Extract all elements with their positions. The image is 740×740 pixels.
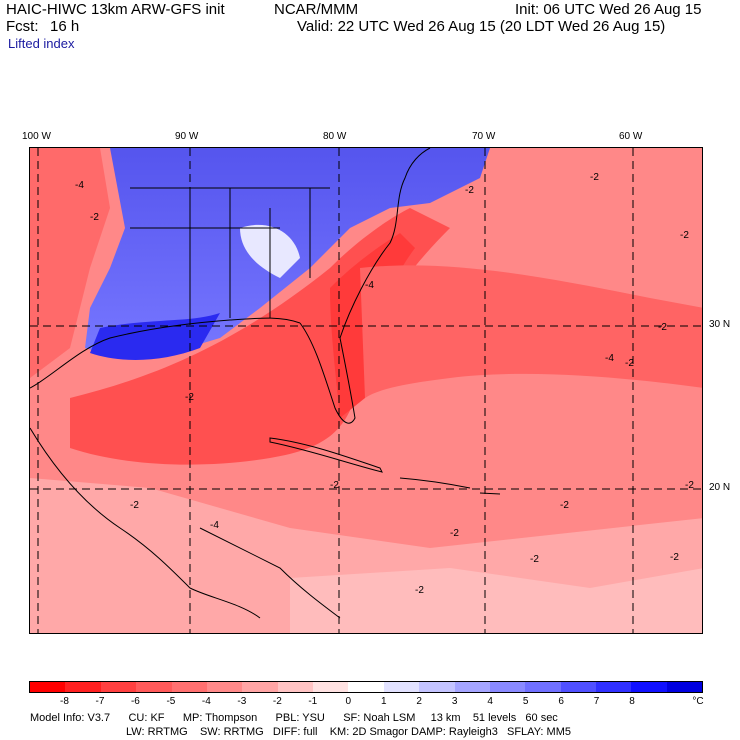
lon-label: 90 W	[175, 131, 199, 142]
colorbar-unit: °C	[692, 696, 704, 707]
lon-label: 60 W	[619, 131, 643, 142]
contour-label: -2	[685, 480, 694, 491]
field-name: Lifted index	[8, 36, 75, 51]
contour-label: -2	[530, 554, 539, 565]
colorbar-swatch	[65, 682, 101, 692]
colorbar-swatch	[596, 682, 632, 692]
colorbar-swatch	[277, 682, 313, 692]
init-time: Init: 06 UTC Wed 26 Aug 15	[515, 1, 702, 18]
model-info-line2: LW: RRTMG SW: RRTMG DIFF: full KM: 2D Sm…	[126, 726, 571, 738]
contour-label: -2	[90, 212, 99, 223]
contour-label: -4	[365, 280, 374, 291]
center-label: NCAR/MMM	[274, 1, 359, 18]
east-coast	[339, 148, 431, 339]
colorbar-swatch	[631, 682, 667, 692]
colorbar-tick-label: 5	[522, 696, 529, 707]
valid-time: Valid: 22 UTC Wed 26 Aug 15 (20 LDT Wed …	[297, 18, 666, 35]
lon-label: 80 W	[323, 131, 347, 142]
colorbar-swatch	[206, 682, 243, 692]
lifted-index-map: -4 -2 -4 -2 -2 -2 -2 -2 -2 -2 -4 -2 -4 -…	[29, 147, 703, 634]
colorbar-swatch	[242, 682, 278, 692]
colorbar-swatch	[525, 682, 561, 692]
puerto-rico	[479, 492, 501, 495]
colorbar-tick-label: 6	[558, 696, 564, 707]
colorbar-tick-label: 0	[345, 696, 352, 707]
forecast-hour: 16 h	[50, 18, 80, 35]
colorbar-tick-label: -5	[166, 696, 176, 707]
colorbar-swatch	[348, 682, 384, 692]
contour-label: -2	[450, 528, 459, 539]
atlantic-band	[360, 265, 702, 398]
colorbar-swatch	[171, 682, 207, 692]
gulf-coast	[30, 317, 301, 389]
colorbar-tick-label: -4	[201, 696, 211, 707]
colorbar-swatch	[454, 682, 490, 692]
colorbar-tick-label: 7	[593, 696, 600, 707]
colorbar-tick-label: 2	[416, 696, 422, 707]
contour-label: -2	[625, 358, 634, 369]
colorbar-swatch	[30, 682, 66, 692]
colorbar-swatch	[666, 682, 703, 692]
colorbar-tick-label: 1	[380, 696, 387, 707]
contour-label: -2	[130, 500, 139, 511]
colorbar-tick-label: 3	[451, 696, 458, 707]
blue-core	[90, 313, 220, 360]
colorbar-swatch	[419, 682, 455, 692]
contour-label: -2	[680, 230, 689, 241]
colorbar-tick-label: -8	[60, 696, 69, 707]
contour-label: -2	[670, 552, 679, 563]
contour-label: -2	[465, 185, 474, 196]
colorbar-tick-label: 8	[629, 696, 635, 707]
contour-label: -2	[415, 585, 424, 596]
map-canvas: -4 -2 -4 -2 -2 -2 -2 -2 -2 -2 -4 -2 -4 -…	[30, 148, 702, 633]
model-title: HAIC-HIWC 13km ARW-GFS init	[6, 1, 225, 18]
contour-label: -2	[658, 322, 667, 333]
cuba	[269, 437, 383, 473]
colorbar-tick-label: 4	[487, 696, 493, 707]
forecast-label: Fcst:	[6, 18, 39, 35]
colorbar-swatch	[136, 682, 172, 692]
colorbar-tick-label: -2	[272, 696, 282, 707]
contour-label: -2	[560, 500, 569, 511]
contour-label: -4	[75, 180, 84, 191]
colorbar-tick-label: -3	[237, 696, 247, 707]
colorbar-swatch	[383, 682, 420, 692]
colorbar-tick-label: -7	[95, 696, 105, 707]
colorbar-swatch	[100, 682, 137, 692]
lat-label: 30 N	[709, 319, 731, 330]
colorbar-tick-label: -6	[130, 696, 140, 707]
lat-lon-grid	[30, 148, 702, 633]
colorbar	[29, 681, 703, 693]
contour-label: -2	[185, 392, 194, 403]
mexico-coast	[30, 427, 261, 619]
western-region	[30, 148, 110, 378]
contour-label: -4	[605, 353, 614, 364]
contour-label: -2	[590, 172, 599, 183]
colorbar-swatch	[489, 682, 526, 692]
lat-label: 20 N	[709, 482, 731, 493]
light-region-southeast	[290, 568, 702, 633]
colorbar-swatch	[313, 682, 349, 692]
contour-label: -2	[330, 480, 339, 491]
colorbar-swatch	[560, 682, 596, 692]
colorbar-tick-label: -1	[308, 696, 318, 707]
model-info-line1: Model Info: V3.7 CU: KF MP: Thompson PBL…	[30, 712, 558, 724]
lon-label: 100 W	[22, 131, 51, 142]
central-america	[199, 527, 341, 619]
hispaniola	[399, 477, 471, 489]
lon-label: 70 W	[472, 131, 496, 142]
contour-label: -4	[210, 520, 219, 531]
florida-coast	[299, 322, 356, 424]
